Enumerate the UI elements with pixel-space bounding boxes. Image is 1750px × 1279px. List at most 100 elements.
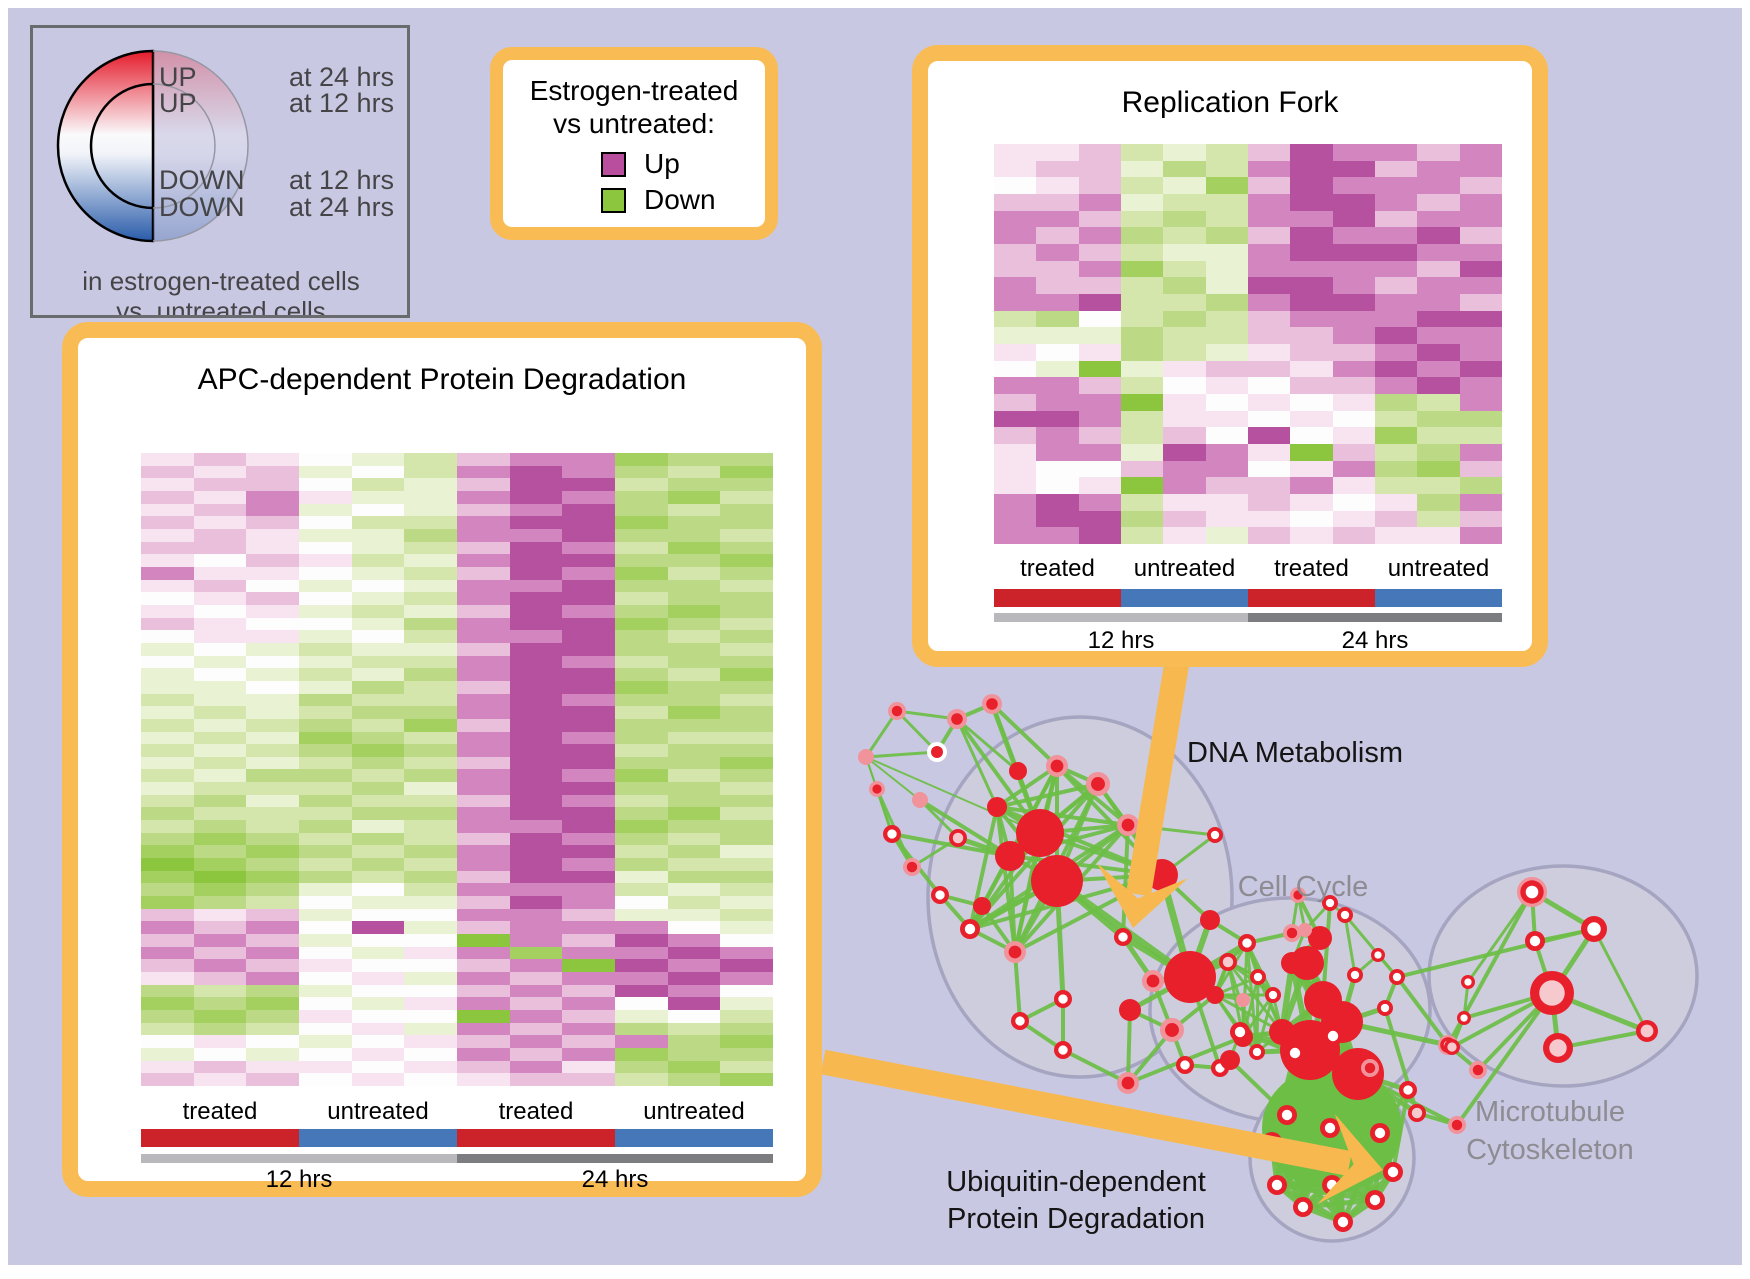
heatmap-cell: [615, 1010, 668, 1023]
node-solid-red: [1119, 999, 1141, 1021]
heatmap-cell: [141, 972, 194, 985]
heatmap-cell: [509, 465, 563, 479]
network-node: [1461, 975, 1475, 989]
heatmap-cell: [1374, 144, 1418, 161]
network-edge: [1061, 1048, 1130, 1085]
heatmap-cell: [509, 997, 563, 1011]
heatmap-cell: [994, 210, 1037, 228]
heatmap-cell: [246, 972, 299, 985]
heatmap-cell: [720, 528, 773, 542]
heatmap-cell: [509, 453, 563, 466]
heatmap-cell: [1120, 377, 1164, 394]
heatmap-cell: [509, 807, 563, 821]
network-node: [1469, 1061, 1487, 1079]
heatmap-cell: [667, 858, 721, 871]
heatmap-cell: [1205, 310, 1248, 328]
heatmap-cell: [299, 1010, 352, 1023]
heatmap-cell: [1417, 327, 1460, 344]
network-node: [982, 694, 1002, 714]
heatmap-cell: [1332, 277, 1375, 294]
network-node: [1142, 970, 1164, 992]
heatmap-cell: [994, 193, 1037, 211]
heatmap-cell: [404, 592, 457, 605]
heatmap-cell: [351, 630, 405, 643]
heatmap-cell: [562, 668, 615, 681]
heatmap-cell: [299, 579, 352, 593]
heatmap-cell: [351, 908, 405, 922]
group-label-2: untreated: [327, 1098, 429, 1125]
heatmap-cell: [404, 617, 457, 631]
heatmap-cell: [667, 541, 721, 555]
heatmap-cell: [457, 946, 510, 960]
network-edge: [1556, 1029, 1649, 1050]
heatmap-cell: [141, 490, 194, 504]
network-node: [1408, 1104, 1426, 1122]
heatmap-cell: [1247, 310, 1291, 328]
network-node: [1370, 1123, 1390, 1143]
heatmap-cell: [1417, 493, 1460, 511]
heatmap-cell: [1459, 243, 1502, 261]
down-color-swatch: [601, 187, 626, 213]
heatmap-cell: [351, 883, 405, 897]
heatmap-cell: [404, 883, 457, 897]
network-node: [1290, 946, 1324, 980]
heatmap-cell: [509, 972, 563, 985]
heatmap-cell: [1120, 327, 1164, 344]
heatmap-cell: [1459, 327, 1502, 344]
heatmap-cell: [1078, 144, 1121, 161]
heatmap-cell: [562, 959, 615, 973]
heatmap-cell: [141, 516, 194, 529]
heatmap-cell: [246, 478, 299, 491]
heatmap-cell: [351, 604, 405, 618]
heatmap-cell: [1417, 260, 1460, 278]
heatmap-cell: [457, 1035, 510, 1049]
heatmap-cell: [404, 1048, 457, 1061]
network-node: [1308, 926, 1332, 950]
heatmap-cell: [351, 769, 405, 783]
heatmap-cell: [299, 642, 352, 656]
heatmap-cell: [457, 541, 510, 555]
network-node: [1581, 916, 1607, 942]
heatmap-cell: [562, 807, 615, 821]
heatmap-cell: [1332, 343, 1375, 361]
heatmap-cell: [299, 769, 352, 783]
heatmap-cell: [299, 984, 352, 998]
heatmap-cell: [1120, 510, 1164, 528]
time-label-24hrs: 24 hrs: [581, 1166, 649, 1193]
heatmap-cell: [193, 680, 247, 694]
heatmap-cell: [562, 655, 615, 669]
heatmap-cell: [1120, 277, 1164, 294]
heatmap-cell: [720, 845, 773, 859]
heatmap-cell: [246, 845, 299, 859]
heatmap-cell: [141, 1060, 194, 1074]
heatmap-cell: [246, 769, 299, 783]
heatmap-cell: [246, 921, 299, 935]
heatmap-cell: [509, 769, 563, 783]
heatmap-cell: [1120, 243, 1164, 261]
heatmap-cell: [1290, 527, 1333, 544]
heatmap-cell: [351, 997, 405, 1011]
network-node: [1517, 877, 1547, 907]
heatmap-cell: [246, 1022, 299, 1036]
network-node: [927, 742, 947, 762]
heatmap-cell: [562, 579, 615, 593]
node-red-core: [1286, 927, 1298, 939]
heatmap-cell: [351, 1073, 405, 1086]
heatmap-cell: [1205, 527, 1248, 544]
heatmap-cell: [141, 756, 194, 770]
heatmap-cell: [667, 921, 721, 935]
heatmap-cell: [141, 1022, 194, 1036]
heatmap-cell: [1163, 493, 1206, 511]
heatmap-cell: [562, 592, 615, 605]
heatmap-cell: [667, 528, 721, 542]
network-node: [1371, 948, 1385, 962]
heatmap-cell: [1205, 343, 1248, 361]
heatmap-cell: [562, 858, 615, 871]
heatmap-cell: [404, 528, 457, 542]
heatmap-cell: [1459, 144, 1502, 161]
node-white-core: [1058, 1045, 1068, 1055]
heatmap-cell: [351, 693, 405, 707]
network-edge: [895, 709, 959, 721]
heatmap-cell: [193, 997, 247, 1011]
heatmap-cell: [299, 858, 352, 871]
